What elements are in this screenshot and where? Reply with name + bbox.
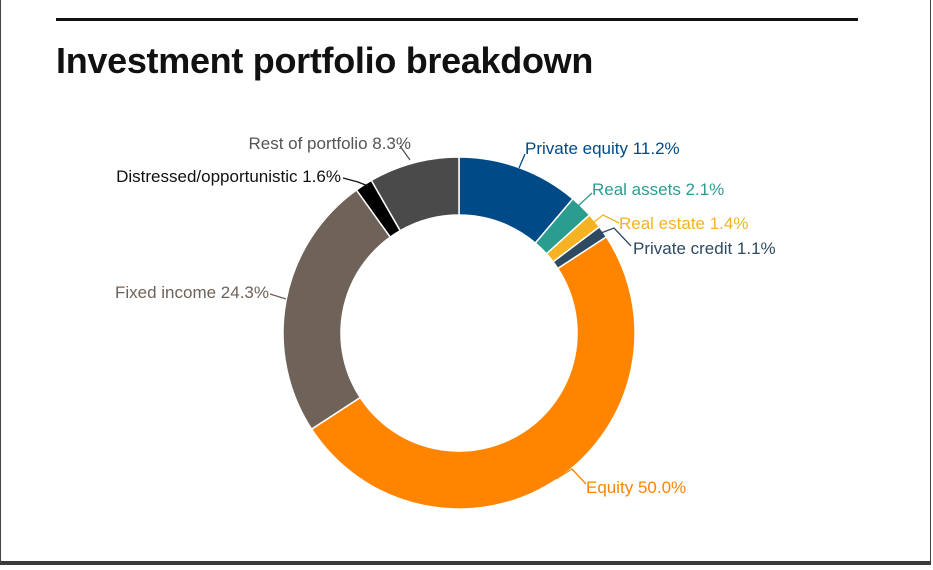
chart-title: Investment portfolio breakdown [56, 40, 594, 81]
label-real-assets: Real assets 2.1% [592, 180, 724, 199]
label-fixed-income: Fixed income 24.3% [115, 283, 269, 302]
leader-real-estate [593, 214, 620, 224]
leader-real-assets [577, 192, 593, 207]
leader-private-equity [518, 153, 526, 169]
label-private-credit: Private credit 1.1% [633, 239, 776, 258]
label-real-estate: Real estate 1.4% [619, 214, 748, 233]
leader-private-credit [600, 227, 632, 247]
label-distressed-opportunistic: Distressed/opportunistic 1.6% [116, 167, 341, 186]
donut-slices [282, 156, 636, 510]
label-leader-lines [269, 145, 632, 485]
leader-rest-of-portfolio [399, 145, 411, 161]
label-rest-of-portfolio: Rest of portfolio 8.3% [248, 134, 411, 153]
slice-fixed-income [282, 188, 392, 431]
slice-labels: Private equity 11.2% Real assets 2.1% Real… [115, 134, 776, 497]
leader-fixed-income [269, 293, 287, 300]
label-private-equity: Private equity 11.2% [525, 139, 680, 158]
top-rule [56, 18, 858, 21]
slice-rest-of-portfolio [370, 156, 460, 232]
leader-equity [555, 468, 587, 485]
leader-distressed-opportunistic [342, 177, 369, 187]
label-equity: Equity 50.0% [586, 478, 686, 497]
slice-equity [310, 235, 636, 510]
